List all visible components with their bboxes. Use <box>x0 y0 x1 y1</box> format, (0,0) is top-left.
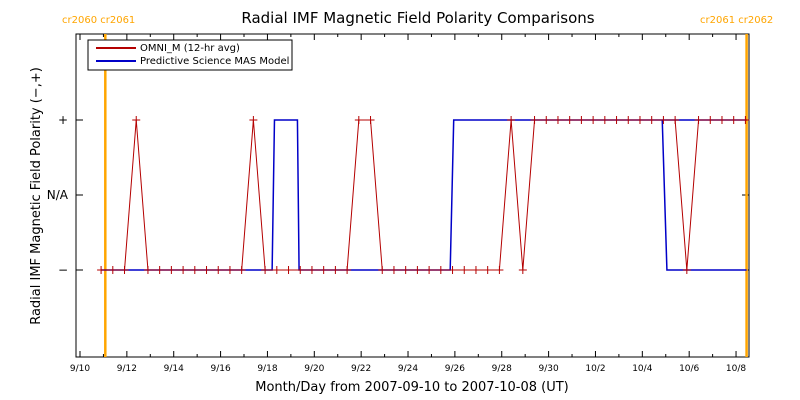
x-tick-label: 10/4 <box>632 364 652 374</box>
x-tick-label: 9/26 <box>445 364 465 374</box>
omni-point <box>401 266 410 274</box>
omni-point <box>589 116 598 124</box>
omni-point <box>624 116 633 124</box>
omni-point <box>389 266 398 274</box>
omni-point <box>542 116 551 124</box>
omni-point <box>132 116 141 124</box>
omni-point <box>729 116 738 124</box>
omni-point <box>635 116 644 124</box>
x-tick-label: 9/22 <box>351 364 371 374</box>
x-tick-label: 9/24 <box>398 364 418 374</box>
omni-point <box>471 266 480 274</box>
omni-point <box>413 266 422 274</box>
x-tick-label: 10/8 <box>726 364 746 374</box>
carrington-label: cr2060 cr2061 <box>62 15 135 26</box>
x-tick-label: 9/20 <box>304 364 324 374</box>
omni-point <box>436 266 445 274</box>
omni-point <box>682 266 691 274</box>
x-tick-label: 9/30 <box>538 364 558 374</box>
omni-point <box>354 116 363 124</box>
omni-point <box>249 116 258 124</box>
omni-point <box>659 116 668 124</box>
omni-point <box>296 266 305 274</box>
plot-frame <box>75 33 750 358</box>
omni-point <box>647 116 656 124</box>
omni-point <box>225 266 234 274</box>
omni-point <box>518 266 527 274</box>
omni-point <box>706 116 715 124</box>
legend-label-omni: OMNI_M (12-hr avg) <box>140 43 240 54</box>
omni-point <box>319 266 328 274</box>
y-tick-label: N/A <box>47 188 69 202</box>
x-tick-label: 10/6 <box>679 364 699 374</box>
omni-point <box>717 116 726 124</box>
mas-line <box>101 119 747 271</box>
y-tick-label: + <box>58 113 68 127</box>
x-axis-label: Month/Day from 2007-09-10 to 2007-10-08 … <box>255 380 568 395</box>
x-tick-label: 9/16 <box>210 364 230 374</box>
omni-point <box>179 266 188 274</box>
mas-line-tail <box>661 119 747 271</box>
omni-point <box>671 116 680 124</box>
omni-point <box>237 266 246 274</box>
omni-point <box>284 266 293 274</box>
omni-point <box>600 116 609 124</box>
carrington-label: cr2061 cr2062 <box>700 15 773 26</box>
x-tick-label: 9/14 <box>164 364 184 374</box>
omni-point <box>483 266 492 274</box>
carrington-rotation-markers: cr2060 cr2061 cr2061 cr2062 <box>62 15 773 357</box>
omni-point <box>741 116 750 124</box>
omni-point <box>553 116 562 124</box>
omni-point <box>202 266 211 274</box>
omni-point <box>108 266 117 274</box>
y-axis-ticks: + N/A − <box>47 113 749 277</box>
x-axis-ticks: 9/10 9/12 9/14 9/16 9/18 9/20 9/22 9/24 9/26 9/28… <box>70 34 746 374</box>
omni-point <box>331 266 340 274</box>
omni-point <box>143 266 152 274</box>
x-tick-label: 9/12 <box>117 364 137 374</box>
omni-point <box>530 116 539 124</box>
y-tick-label: − <box>58 263 68 277</box>
omni-point <box>378 266 387 274</box>
omni-point <box>190 266 199 274</box>
omni-point <box>343 266 352 274</box>
omni-point <box>261 266 270 274</box>
omni-point <box>97 266 106 274</box>
omni-line <box>101 119 746 271</box>
omni-point <box>448 266 457 274</box>
omni-point <box>214 266 223 274</box>
omni-point <box>495 266 504 274</box>
omni-point <box>612 116 621 124</box>
omni-point <box>167 266 176 274</box>
x-tick-label: 9/18 <box>257 364 277 374</box>
omni-point <box>460 266 469 274</box>
omni-point <box>577 116 586 124</box>
omni-point <box>507 116 516 124</box>
omni-point <box>120 266 129 274</box>
legend-box <box>87 39 293 71</box>
y-axis-label: Radial IMF Magnetic Field Polarity (−,+) <box>29 67 44 325</box>
omni-point <box>694 116 703 124</box>
x-tick-label: 9/28 <box>492 364 512 374</box>
omni-point <box>307 266 316 274</box>
omni-point <box>155 266 164 274</box>
omni-point <box>272 266 281 274</box>
omni-point <box>425 266 434 274</box>
chart-title: Radial IMF Magnetic Field Polarity Compa… <box>241 9 594 27</box>
omni-point <box>565 116 574 124</box>
omni-point <box>366 116 375 124</box>
omni-series <box>97 116 750 274</box>
x-tick-label: 9/10 <box>70 364 90 374</box>
x-tick-label: 10/2 <box>585 364 605 374</box>
legend-label-mas: Predictive Science MAS Model <box>140 56 289 67</box>
mas-model-series <box>101 119 747 271</box>
legend: OMNI_M (12-hr avg) Predictive Science MA… <box>87 39 293 71</box>
